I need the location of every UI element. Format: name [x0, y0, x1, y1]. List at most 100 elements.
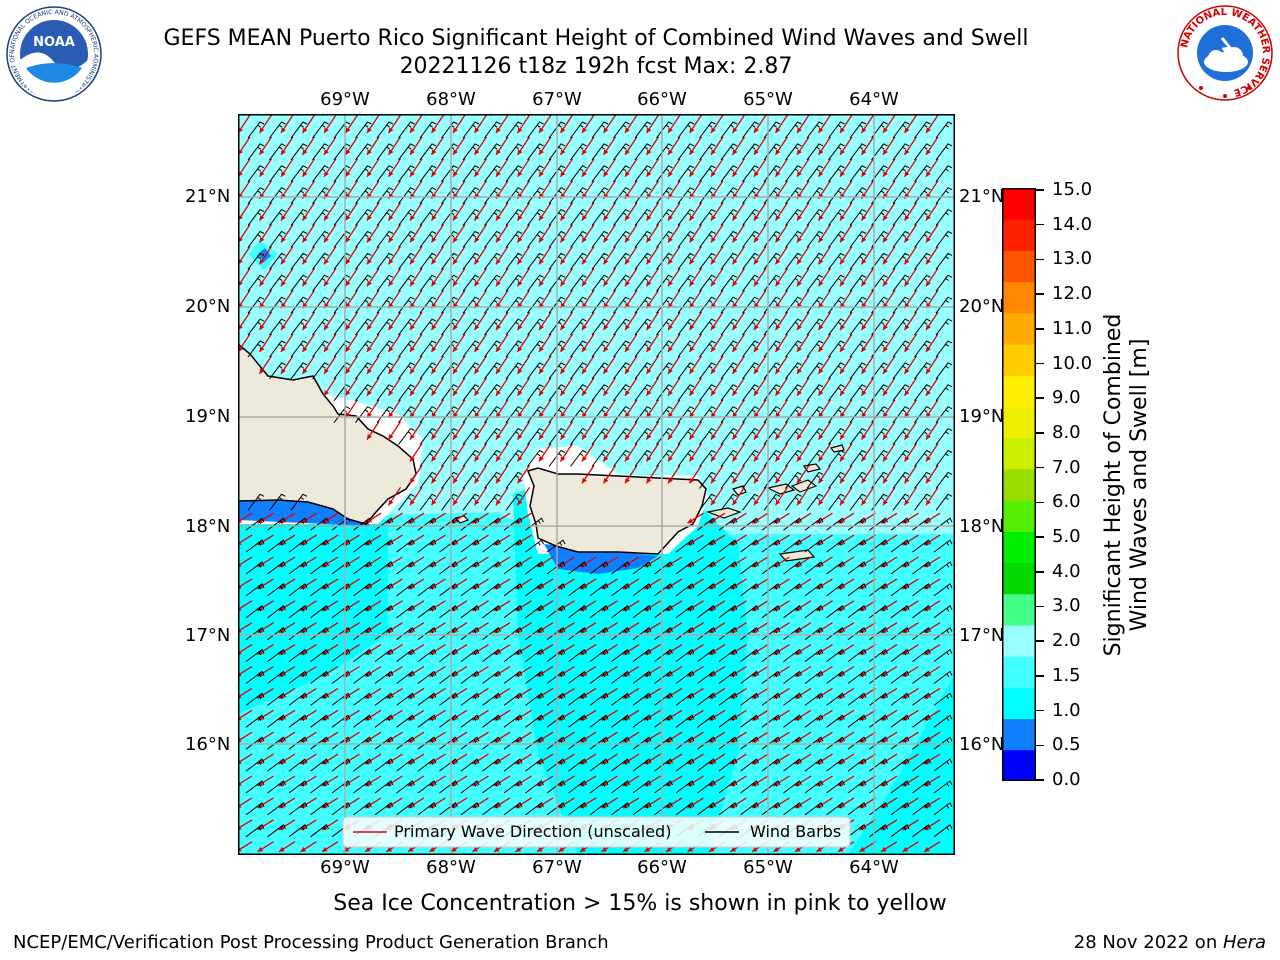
wave-arrow-head: [410, 477, 415, 484]
wind-barb: [654, 758, 673, 772]
wave-arrow-head: [625, 346, 630, 352]
wind-barb: [568, 714, 587, 728]
wind-barb: [505, 362, 523, 380]
wind-barb: [783, 605, 802, 619]
wind-barb: [288, 780, 308, 794]
wave-arrow-head: [474, 434, 480, 440]
wave-arrow-head: [365, 803, 371, 808]
wind-barb: [783, 714, 802, 728]
wave-arrow-head: [623, 737, 629, 743]
wind-barb: [656, 165, 673, 183]
wind-barb: [826, 561, 845, 575]
wave-arrow-head: [474, 477, 480, 484]
wind-barb: [718, 802, 738, 816]
wave-arrow-head: [388, 171, 394, 177]
wave-arrow-head: [840, 324, 845, 331]
legend-barb-label: Wind Barbs: [750, 822, 841, 841]
wave-arrow-head: [775, 456, 781, 462]
wave-arrow-head: [732, 390, 738, 396]
wind-barb: [312, 165, 329, 183]
wave-arrow-head: [515, 584, 522, 589]
wind-barb: [785, 340, 802, 358]
wave-arrow-head: [257, 803, 264, 808]
wind-barb: [376, 318, 394, 336]
wave-arrow-head: [646, 149, 652, 155]
wave-arrow-head: [861, 237, 867, 243]
wind-barb: [656, 449, 673, 467]
wave-arrow-head: [386, 846, 393, 852]
wind-barb: [828, 187, 845, 204]
wind-barb: [417, 670, 437, 684]
wave-arrow-head: [859, 737, 866, 743]
wave-arrow-head: [668, 171, 673, 177]
wind-barb: [376, 121, 394, 139]
wind-barb: [290, 340, 308, 358]
wave-arrow-head: [711, 149, 716, 155]
wind-barb: [546, 736, 566, 750]
wind-barb: [699, 165, 716, 183]
wave-arrow-head: [494, 584, 500, 589]
colorbar-tick: [1036, 571, 1044, 573]
wind-barb: [247, 230, 265, 248]
wave-arrow-head: [904, 434, 910, 440]
wave-arrow-head: [818, 368, 824, 374]
wind-barb: [849, 187, 867, 204]
wind-barb: [353, 583, 372, 597]
wave-arrow-head: [408, 846, 414, 852]
wave-arrow-head: [818, 237, 824, 243]
wind-barb: [417, 780, 437, 794]
wind-barb: [871, 471, 888, 489]
wind-barb: [742, 165, 759, 183]
wave-arrow-head: [408, 562, 414, 567]
wind-barb: [613, 165, 630, 183]
wave-arrow-head: [279, 671, 285, 677]
wave-arrow-head: [537, 737, 543, 743]
lon-label: 67°W: [532, 857, 582, 878]
wave-arrow-head: [429, 803, 436, 808]
wave-arrow-head: [773, 540, 780, 546]
wave-arrow-head: [558, 562, 565, 567]
wind-barb: [783, 648, 802, 662]
wave-arrow-head: [689, 149, 695, 155]
wind-barb: [892, 208, 910, 226]
wave-arrow-head: [752, 562, 758, 567]
wave-arrow-head: [859, 627, 866, 633]
wind-barb: [871, 165, 888, 183]
wind-barb: [613, 230, 630, 248]
wave-arrow-head: [924, 606, 930, 611]
wave-arrow-head: [345, 215, 351, 221]
wave-arrow-head: [646, 368, 652, 374]
wave-arrow-head: [300, 562, 307, 567]
wind-barb: [374, 605, 394, 619]
wave-arrow-head: [924, 781, 930, 786]
wave-arrow-head: [730, 846, 737, 852]
wave-arrow-head: [494, 759, 500, 765]
wave-arrow-head: [754, 258, 759, 265]
wind-barb: [740, 670, 759, 684]
wave-arrow-head: [601, 671, 608, 677]
wind-barb: [697, 605, 716, 619]
wave-arrow-head: [668, 149, 673, 155]
wave-arrow-head: [322, 803, 328, 808]
wind-barb: [482, 802, 501, 816]
wave-arrow-head: [429, 627, 436, 633]
wind-barb: [785, 493, 802, 511]
wave-arrow-head: [818, 215, 824, 221]
colorbar-tick-label: 8.0: [1052, 421, 1081, 443]
wave-arrow-head: [732, 368, 738, 374]
wave-arrow-head: [644, 627, 651, 633]
wave-arrow-head: [472, 518, 479, 524]
wind-barb: [699, 340, 716, 358]
wave-arrow-head: [881, 693, 887, 699]
wave-arrow-head: [711, 324, 716, 331]
wind-barb: [613, 384, 630, 402]
wave-arrow-head: [732, 171, 738, 177]
wind-barb: [699, 471, 716, 489]
wave-arrow-head: [732, 127, 738, 133]
wave-arrow-head: [515, 759, 522, 765]
wind-barb: [267, 714, 286, 728]
wind-barb: [871, 187, 888, 204]
wave-arrow-head: [859, 562, 866, 567]
wind-barb: [247, 493, 265, 511]
wind-barb: [720, 449, 738, 467]
